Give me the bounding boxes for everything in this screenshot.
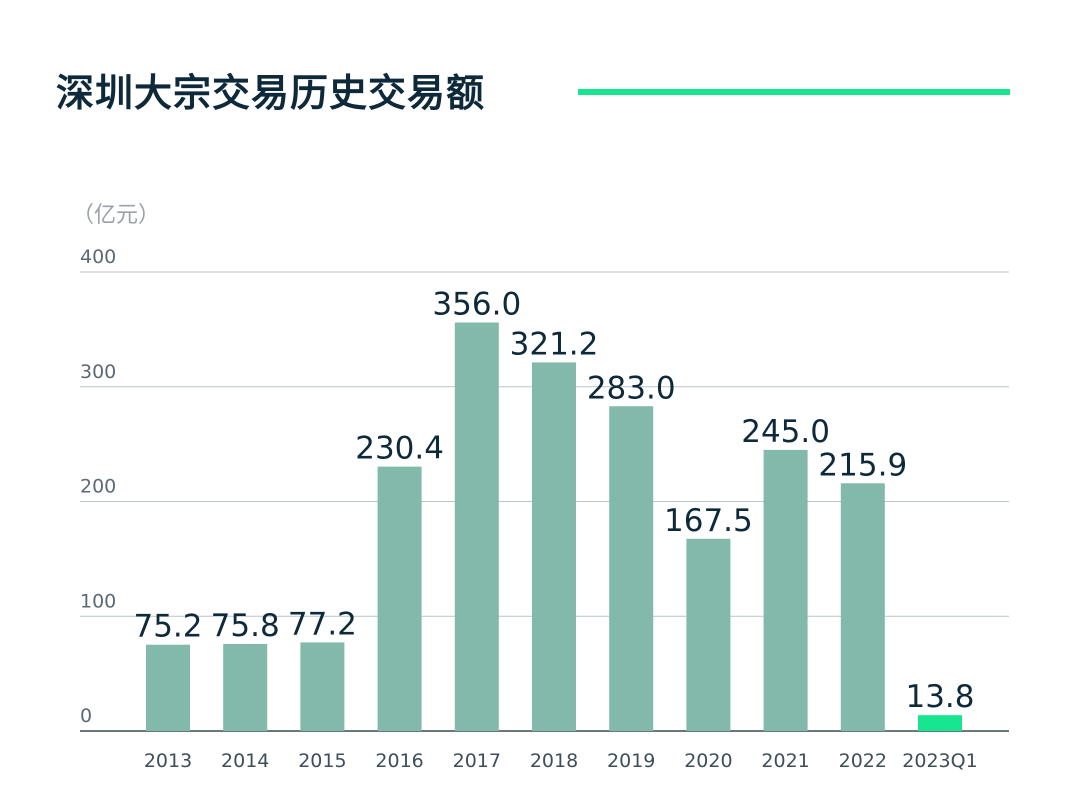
value-label-2023q1: 13.8 [905, 679, 974, 715]
x-tick-label-2016: 2016 [375, 750, 423, 772]
x-tick-label-2022: 2022 [839, 750, 887, 772]
x-tick-label-2019: 2019 [607, 750, 655, 772]
bar-2016 [377, 466, 422, 731]
value-label-2015: 77.2 [288, 606, 357, 642]
bar-2017 [454, 322, 499, 731]
value-label-2017: 356.0 [432, 286, 521, 322]
title-accent-rule [578, 89, 1010, 95]
y-tick-label: 100 [80, 590, 116, 612]
value-label-2018: 321.2 [510, 326, 599, 362]
value-label-2022: 215.9 [818, 447, 907, 483]
value-label-2013: 75.2 [133, 609, 202, 645]
bar-2022 [840, 483, 885, 731]
bar-2014 [223, 644, 268, 731]
bar-2019 [609, 406, 654, 731]
x-tick-label-2023q1: 2023Q1 [902, 750, 977, 772]
x-tick-label-2013: 2013 [144, 750, 192, 772]
x-tick-label-2015: 2015 [298, 750, 346, 772]
bar-2021 [763, 449, 808, 731]
value-label-2014: 75.8 [211, 608, 280, 644]
y-tick-label: 400 [80, 246, 116, 268]
x-tick-label-2017: 2017 [453, 750, 501, 772]
value-label-2016: 230.4 [355, 431, 444, 467]
y-tick-label: 200 [80, 476, 116, 498]
bar-2013 [146, 644, 190, 731]
chart-title: 深圳大宗交易历史交易额 [56, 71, 486, 115]
x-tick-label-2014: 2014 [221, 750, 269, 772]
bar-2018 [532, 362, 576, 731]
x-tick-label-2021: 2021 [761, 750, 809, 772]
bar-2015 [300, 642, 345, 731]
y-tick-label: 300 [80, 361, 116, 383]
value-label-2019: 283.0 [587, 370, 676, 406]
value-label-2020: 167.5 [664, 503, 753, 539]
y-axis-unit-label: （亿元） [72, 203, 160, 228]
value-label-2021: 245.0 [741, 414, 830, 450]
bar-2023q1 [918, 715, 962, 731]
x-tick-label-2020: 2020 [684, 750, 732, 772]
x-tick-label-2018: 2018 [530, 750, 578, 772]
bar-2020 [686, 538, 731, 731]
y-tick-label: 0 [80, 705, 92, 727]
